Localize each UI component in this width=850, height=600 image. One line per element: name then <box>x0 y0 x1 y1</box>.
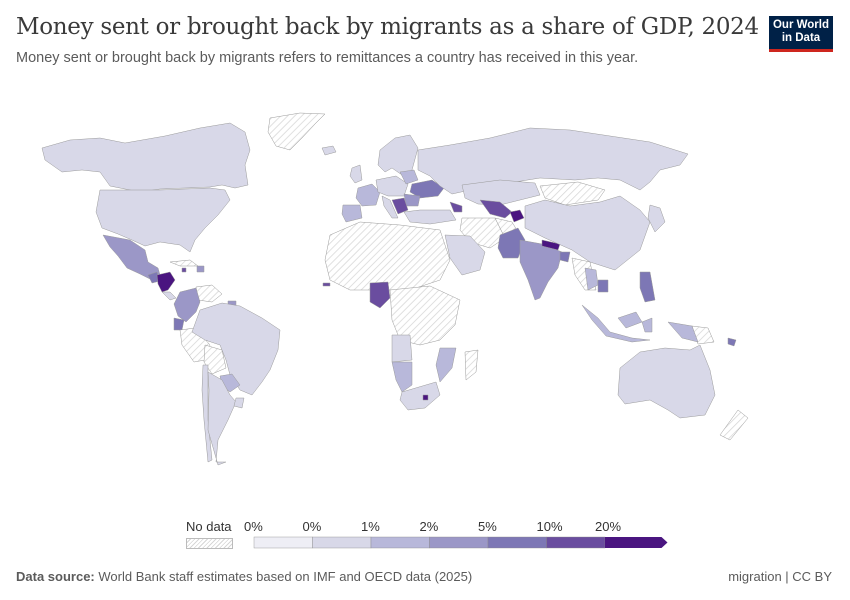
legend-tick-label-6: 20% <box>595 519 622 534</box>
country-mongolia[interactable] <box>539 181 606 206</box>
country-kazakhstan[interactable] <box>461 179 541 206</box>
country-nigeria[interactable] <box>369 281 391 309</box>
country-panama-costa-rica[interactable] <box>161 291 177 301</box>
country-bolivia[interactable] <box>203 344 227 375</box>
country-france[interactable] <box>355 183 381 207</box>
country-cuba[interactable] <box>169 259 199 267</box>
country-colombia[interactable] <box>173 287 201 323</box>
country-cambodia[interactable] <box>597 279 609 293</box>
country-russia[interactable] <box>417 127 689 195</box>
country-iceland[interactable] <box>321 145 337 156</box>
country-indonesia[interactable] <box>581 304 653 343</box>
country-nepal[interactable] <box>541 239 561 251</box>
legend-swatch-4[interactable] <box>487 536 547 549</box>
country-pakistan[interactable] <box>497 227 526 259</box>
country-gambia-senegal[interactable] <box>322 282 331 287</box>
data-source-text[interactable]: World Bank staff estimates based on IMF … <box>98 569 473 584</box>
legend-tick-label-4: 5% <box>478 519 497 534</box>
legend-tick-label-3: 2% <box>419 519 439 534</box>
chart-subtitle: Money sent or brought back by migrants r… <box>16 50 639 66</box>
country-romania-moldova[interactable] <box>403 193 421 207</box>
country-venezuela[interactable] <box>195 284 223 303</box>
license-text[interactable]: migration | CC BY <box>728 569 832 584</box>
legend-no-data-swatch[interactable] <box>186 538 233 549</box>
country-haiti[interactable] <box>181 267 187 273</box>
world-map <box>41 112 749 466</box>
legend-no-data-label: No data <box>186 519 232 534</box>
country-poland[interactable] <box>399 169 419 185</box>
country-uzbekistan[interactable] <box>479 199 513 219</box>
country-new-zealand[interactable] <box>719 409 749 441</box>
country-angola[interactable] <box>391 334 413 363</box>
legend-tick-label-0: 0% <box>244 519 263 534</box>
country-brazil[interactable] <box>191 302 281 396</box>
country-philippines[interactable] <box>639 271 656 303</box>
legend-tick-label-1: 0% <box>302 519 322 534</box>
country-greece-turkey[interactable] <box>403 209 457 225</box>
country-korea-japan[interactable] <box>647 204 666 233</box>
legend-tick-label-2: 1% <box>361 519 380 534</box>
country-canada-alaska[interactable] <box>41 122 251 193</box>
country-madagascar[interactable] <box>464 349 479 381</box>
country-central-europe[interactable] <box>375 175 409 197</box>
country-uk-ireland[interactable] <box>349 164 363 184</box>
legend-swatch-5[interactable] <box>546 536 606 549</box>
country-mozambique[interactable] <box>435 347 457 383</box>
country-ukraine[interactable] <box>409 179 445 199</box>
logo-line-1: Our World <box>772 19 829 31</box>
country-dominican-republic[interactable] <box>196 265 205 273</box>
data-source: Data source: World Bank staff estimates … <box>16 569 472 584</box>
country-namibia[interactable] <box>391 361 413 393</box>
country-south-africa[interactable] <box>399 381 441 411</box>
legend-color-scale <box>253 536 668 549</box>
country-china[interactable] <box>524 195 651 271</box>
legend-swatch-3[interactable] <box>429 536 489 549</box>
country-lesotho[interactable] <box>422 394 429 401</box>
country-north-africa[interactable] <box>324 221 451 291</box>
country-scandinavia[interactable] <box>377 134 419 176</box>
country-new-guinea-west[interactable] <box>667 321 699 343</box>
country-tajikistan-kyrgyzstan[interactable] <box>509 209 525 223</box>
legend-tick-label-5: 10% <box>536 519 563 534</box>
country-georgia-armenia[interactable] <box>449 201 463 213</box>
legend-swatch-0[interactable] <box>253 536 313 549</box>
country-honduras[interactable] <box>156 271 176 293</box>
data-source-label: Data source: <box>16 569 95 584</box>
legend-swatch-6[interactable] <box>605 537 668 548</box>
legend-swatch-1[interactable] <box>312 536 372 549</box>
owid-logo[interactable]: Our World in Data <box>769 16 833 52</box>
country-central-east-africa[interactable] <box>389 285 461 346</box>
country-ecuador[interactable] <box>173 317 185 331</box>
legend-swatch-2[interactable] <box>370 536 430 549</box>
country-pacific-islands[interactable] <box>727 337 737 347</box>
country-balkans[interactable] <box>391 197 409 215</box>
country-greenland[interactable] <box>267 112 326 151</box>
country-australia[interactable] <box>617 344 716 419</box>
country-iberia[interactable] <box>341 204 363 223</box>
logo-line-2: in Data <box>781 32 821 44</box>
country-saudi-arabia[interactable] <box>444 234 486 276</box>
country-usa[interactable] <box>95 187 231 253</box>
country-italy[interactable] <box>381 195 399 219</box>
country-argentina[interactable] <box>207 371 237 466</box>
country-uruguay[interactable] <box>233 397 245 409</box>
country-bangladesh[interactable] <box>559 251 571 263</box>
chart-title: Money sent or brought back by migrants a… <box>16 14 759 40</box>
